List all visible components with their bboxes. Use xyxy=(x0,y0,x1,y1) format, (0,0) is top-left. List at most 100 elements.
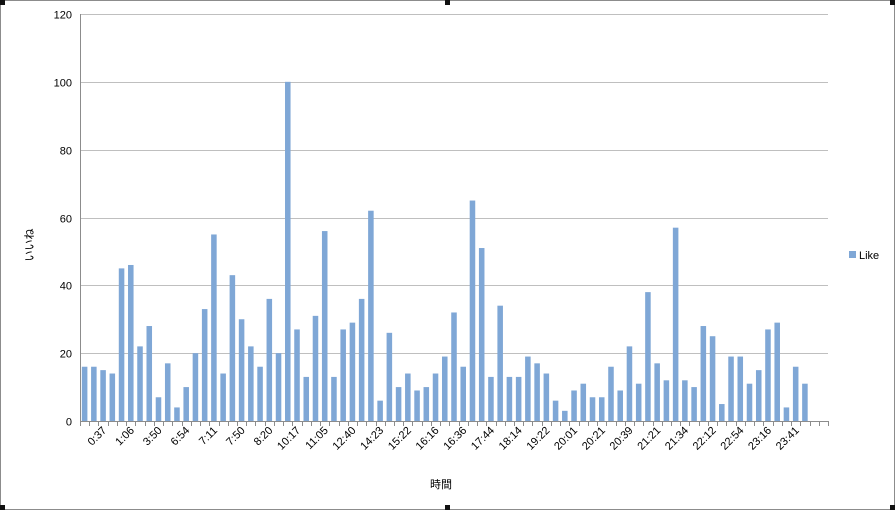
bar xyxy=(442,356,448,421)
bar xyxy=(728,356,734,421)
bar xyxy=(719,404,725,421)
bar xyxy=(386,332,393,421)
bar xyxy=(746,383,753,421)
bar xyxy=(164,363,171,421)
bar xyxy=(682,380,688,421)
y-tick-label: 100 xyxy=(54,78,72,90)
bar xyxy=(303,376,310,421)
resize-handle-bottom-right[interactable] xyxy=(890,505,895,510)
bar xyxy=(229,275,236,421)
y-axis-title: いいね xyxy=(23,229,36,262)
legend-swatch-like xyxy=(849,251,856,258)
x-tick-label: 18:14 xyxy=(497,425,525,453)
bar xyxy=(266,298,273,421)
x-tick-label: 3:50 xyxy=(141,425,165,449)
bar xyxy=(238,319,245,421)
gridlines xyxy=(80,14,828,354)
legend: Like xyxy=(849,250,879,262)
bar xyxy=(663,380,670,421)
y-tick-labels: 0 20 40 60 80 100 120 xyxy=(54,10,72,429)
bar xyxy=(91,366,97,421)
bar xyxy=(331,376,337,421)
bar xyxy=(552,400,559,421)
bar xyxy=(128,264,134,421)
bar xyxy=(700,326,707,421)
y-tick-label: 60 xyxy=(60,214,72,226)
bar xyxy=(488,376,494,421)
x-tick-label: 8:20 xyxy=(252,425,276,449)
bar xyxy=(598,397,605,421)
x-tick-labels: 0:37 1:06 3:50 6:54 7:11 7:50 8:20 10:17 11:05 12… xyxy=(86,425,802,453)
x-tick-label: 16:36 xyxy=(441,425,469,453)
x-tick-label: 20:39 xyxy=(608,425,636,453)
bar-series-like xyxy=(81,81,808,422)
bar xyxy=(81,366,88,421)
bar xyxy=(377,400,383,421)
bar xyxy=(580,383,587,421)
x-tick-label: 22:54 xyxy=(718,425,746,453)
resize-handle-top-left[interactable] xyxy=(0,0,5,5)
x-tick-label: 14:23 xyxy=(358,425,386,453)
x-tick-label: 6:54 xyxy=(169,425,193,449)
bar xyxy=(321,231,328,421)
bar xyxy=(654,363,660,421)
y-tick-label: 0 xyxy=(66,417,72,429)
x-tick-label: 23:16 xyxy=(746,425,774,453)
x-tick-label: 20:01 xyxy=(552,425,580,453)
y-tick-label: 120 xyxy=(54,10,72,22)
bar xyxy=(432,373,439,421)
x-tick-label: 0:37 xyxy=(86,425,110,449)
bar xyxy=(626,346,633,421)
bar xyxy=(802,383,808,421)
bar xyxy=(257,366,263,421)
x-tick-label: 19:22 xyxy=(524,425,552,453)
bar xyxy=(405,373,411,421)
x-tick-label: 16:16 xyxy=(414,425,442,453)
bar xyxy=(349,322,356,421)
bar xyxy=(543,373,550,421)
bar xyxy=(737,356,744,421)
bar xyxy=(340,329,346,421)
bar xyxy=(395,387,402,421)
bar xyxy=(562,410,568,421)
resize-handle-bottom-left[interactable] xyxy=(0,505,5,510)
legend-label-like: Like xyxy=(859,250,879,262)
x-tick-label: 20:21 xyxy=(580,425,608,453)
bar xyxy=(571,390,577,421)
bar xyxy=(608,366,614,421)
x-tick-label: 12:40 xyxy=(331,425,359,453)
bar xyxy=(460,366,466,421)
bar xyxy=(534,363,540,421)
bar xyxy=(515,376,522,421)
bar xyxy=(109,373,116,421)
bar xyxy=(691,387,697,421)
bar xyxy=(294,329,300,421)
bar xyxy=(423,387,430,421)
bar xyxy=(174,407,180,421)
bar xyxy=(414,390,420,421)
bar xyxy=(451,312,457,421)
bar xyxy=(755,370,762,422)
y-tick-label: 40 xyxy=(60,281,72,293)
bar xyxy=(137,346,143,421)
axes xyxy=(80,14,829,426)
bar xyxy=(497,305,503,421)
bar xyxy=(635,383,642,421)
bar xyxy=(783,407,790,421)
x-tick-label: 11:05 xyxy=(303,425,330,452)
bar xyxy=(118,268,125,422)
bar xyxy=(100,370,106,422)
bar xyxy=(774,322,780,421)
x-tick-label: 7:50 xyxy=(224,425,248,449)
resize-handle-top-right[interactable] xyxy=(890,0,895,5)
resize-handle-bottom-mid[interactable] xyxy=(445,505,450,510)
bar xyxy=(469,200,476,421)
bar xyxy=(183,387,189,421)
x-tick-label: 10:17 xyxy=(275,425,303,453)
bar xyxy=(672,227,679,421)
resize-handle-top-mid[interactable] xyxy=(445,0,450,5)
bar xyxy=(201,309,208,421)
bar xyxy=(220,373,226,421)
x-tick-label: 21:21 xyxy=(635,425,663,453)
